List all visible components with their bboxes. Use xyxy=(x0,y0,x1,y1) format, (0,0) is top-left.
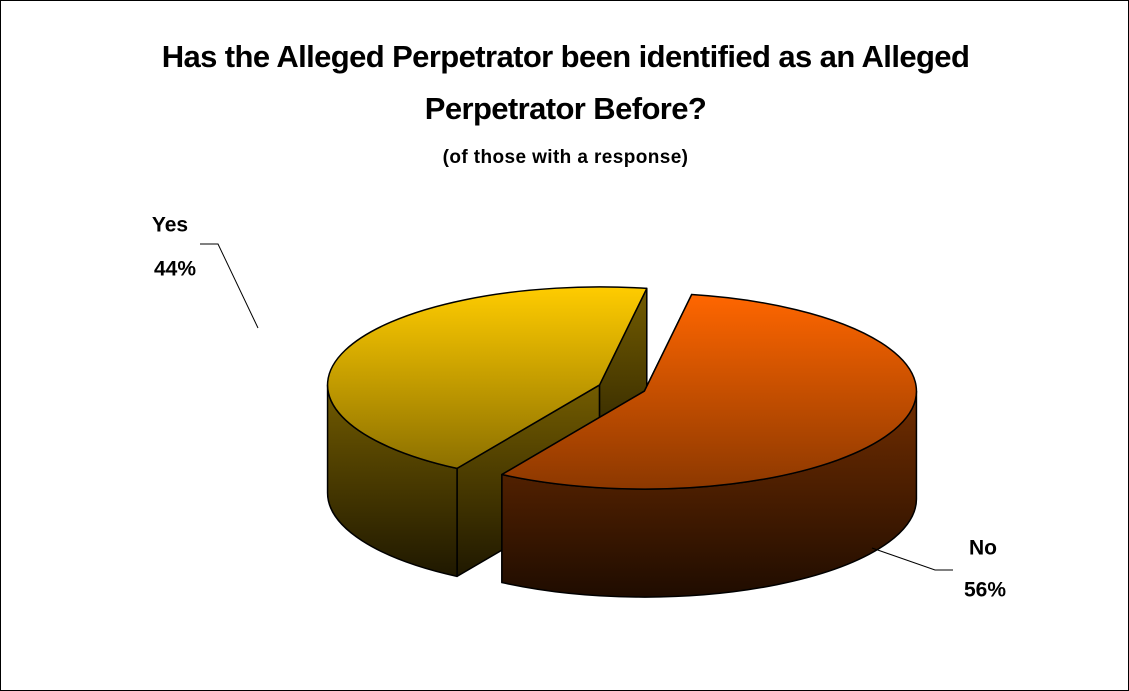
slice xyxy=(326,286,648,470)
chart-subtitle: (of those with a response) xyxy=(442,147,689,168)
leader-line xyxy=(200,243,259,329)
pie xyxy=(326,286,918,598)
slice-label: Yes xyxy=(152,214,188,237)
slice xyxy=(501,293,918,490)
slice-value-label: 56% xyxy=(964,579,1006,602)
leader-line xyxy=(871,547,953,571)
chart-title: Has the Alleged Perpetrator been identif… xyxy=(161,39,970,126)
slice-value-label: 44% xyxy=(154,258,196,281)
slice-label: No xyxy=(969,537,997,560)
